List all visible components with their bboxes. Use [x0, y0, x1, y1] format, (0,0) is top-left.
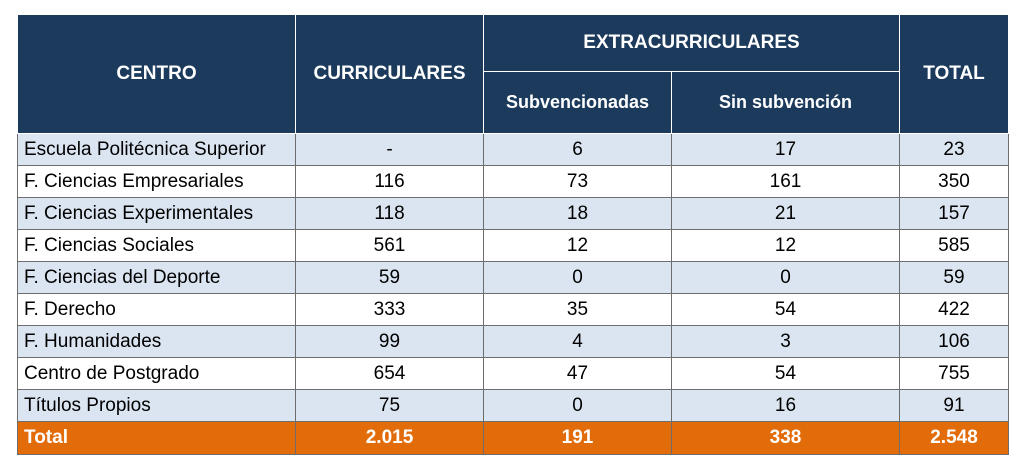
header-extracurriculares: EXTRACURRICULARES: [483, 14, 900, 72]
header-sin-subvencion: Sin subvención: [671, 71, 900, 134]
header-row-top: CENTRO CURRICULARES EXTRACURRICULARES TO…: [17, 14, 1009, 134]
cell-centro: F. Derecho: [17, 293, 296, 326]
totals-label: Total: [17, 421, 296, 455]
table-row: F. Derecho 333 35 54 422: [17, 293, 1009, 326]
header-curriculares: CURRICULARES: [295, 14, 484, 134]
table-row: Escuela Politécnica Superior - 6 17 23: [17, 133, 1009, 166]
cell-curriculares: 333: [295, 293, 484, 326]
cell-subvencionadas: 73: [483, 165, 672, 198]
header-row-sub: Subvencionadas Sin subvención: [18, 71, 1009, 134]
cell-curriculares: 654: [295, 357, 484, 390]
cell-curriculares: 118: [295, 197, 484, 230]
cell-curriculares: 116: [295, 165, 484, 198]
cell-sin-subvencion: 54: [671, 357, 900, 390]
cell-centro: F. Humanidades: [17, 325, 296, 358]
cell-total: 755: [899, 357, 1009, 390]
cell-curriculares: 561: [295, 229, 484, 262]
cell-subvencionadas: 6: [483, 133, 672, 166]
cell-sin-subvencion: 54: [671, 293, 900, 326]
centers-table: CENTRO CURRICULARES EXTRACURRICULARES TO…: [17, 14, 1009, 455]
cell-total: 23: [899, 133, 1009, 166]
cell-total: 585: [899, 229, 1009, 262]
cell-sin-subvencion: 16: [671, 389, 900, 422]
header-centro: CENTRO: [17, 14, 296, 134]
cell-curriculares: 75: [295, 389, 484, 422]
cell-centro: F. Ciencias Experimentales: [17, 197, 296, 230]
cell-sin-subvencion: 12: [671, 229, 900, 262]
cell-sin-subvencion: 161: [671, 165, 900, 198]
header-subvencionadas: Subvencionadas: [483, 71, 672, 134]
cell-total: 157: [899, 197, 1009, 230]
cell-total: 422: [899, 293, 1009, 326]
cell-centro: F. Ciencias Empresariales: [17, 165, 296, 198]
totals-total: 2.548: [899, 421, 1009, 455]
cell-sin-subvencion: 21: [671, 197, 900, 230]
cell-total: 106: [899, 325, 1009, 358]
table-row: F. Ciencias Sociales 561 12 12 585: [17, 229, 1009, 262]
table-row: Centro de Postgrado 654 47 54 755: [17, 357, 1009, 390]
cell-total: 59: [899, 261, 1009, 294]
cell-sin-subvencion: 3: [671, 325, 900, 358]
cell-subvencionadas: 18: [483, 197, 672, 230]
table-header: CENTRO CURRICULARES EXTRACURRICULARES TO…: [17, 14, 1009, 134]
cell-subvencionadas: 0: [483, 261, 672, 294]
totals-row: Total 2.015 191 338 2.548: [17, 421, 1009, 455]
totals-sin-subvencion: 338: [671, 421, 900, 455]
table-row: F. Humanidades 99 4 3 106: [17, 325, 1009, 358]
cell-subvencionadas: 4: [483, 325, 672, 358]
cell-sin-subvencion: 0: [671, 261, 900, 294]
table-row: Títulos Propios 75 0 16 91: [17, 389, 1009, 422]
table-row: F. Ciencias Empresariales 116 73 161 350: [17, 165, 1009, 198]
cell-curriculares: 99: [295, 325, 484, 358]
cell-centro: F. Ciencias del Deporte: [17, 261, 296, 294]
cell-subvencionadas: 12: [483, 229, 672, 262]
cell-subvencionadas: 47: [483, 357, 672, 390]
cell-total: 350: [899, 165, 1009, 198]
cell-total: 91: [899, 389, 1009, 422]
cell-curriculares: 59: [295, 261, 484, 294]
cell-sin-subvencion: 17: [671, 133, 900, 166]
cell-curriculares: -: [295, 133, 484, 166]
cell-centro: Centro de Postgrado: [17, 357, 296, 390]
cell-centro: Escuela Politécnica Superior: [17, 133, 296, 166]
header-total: TOTAL: [899, 14, 1009, 134]
cell-subvencionadas: 0: [483, 389, 672, 422]
data-table-container: CENTRO CURRICULARES EXTRACURRICULARES TO…: [17, 14, 1009, 455]
totals-curriculares: 2.015: [295, 421, 484, 455]
cell-centro: F. Ciencias Sociales: [17, 229, 296, 262]
cell-subvencionadas: 35: [483, 293, 672, 326]
table-body: Escuela Politécnica Superior - 6 17 23 F…: [17, 133, 1009, 455]
table-row: F. Ciencias Experimentales 118 18 21 157: [17, 197, 1009, 230]
totals-subvencionadas: 191: [483, 421, 672, 455]
table-row: F. Ciencias del Deporte 59 0 0 59: [17, 261, 1009, 294]
cell-centro: Títulos Propios: [17, 389, 296, 422]
